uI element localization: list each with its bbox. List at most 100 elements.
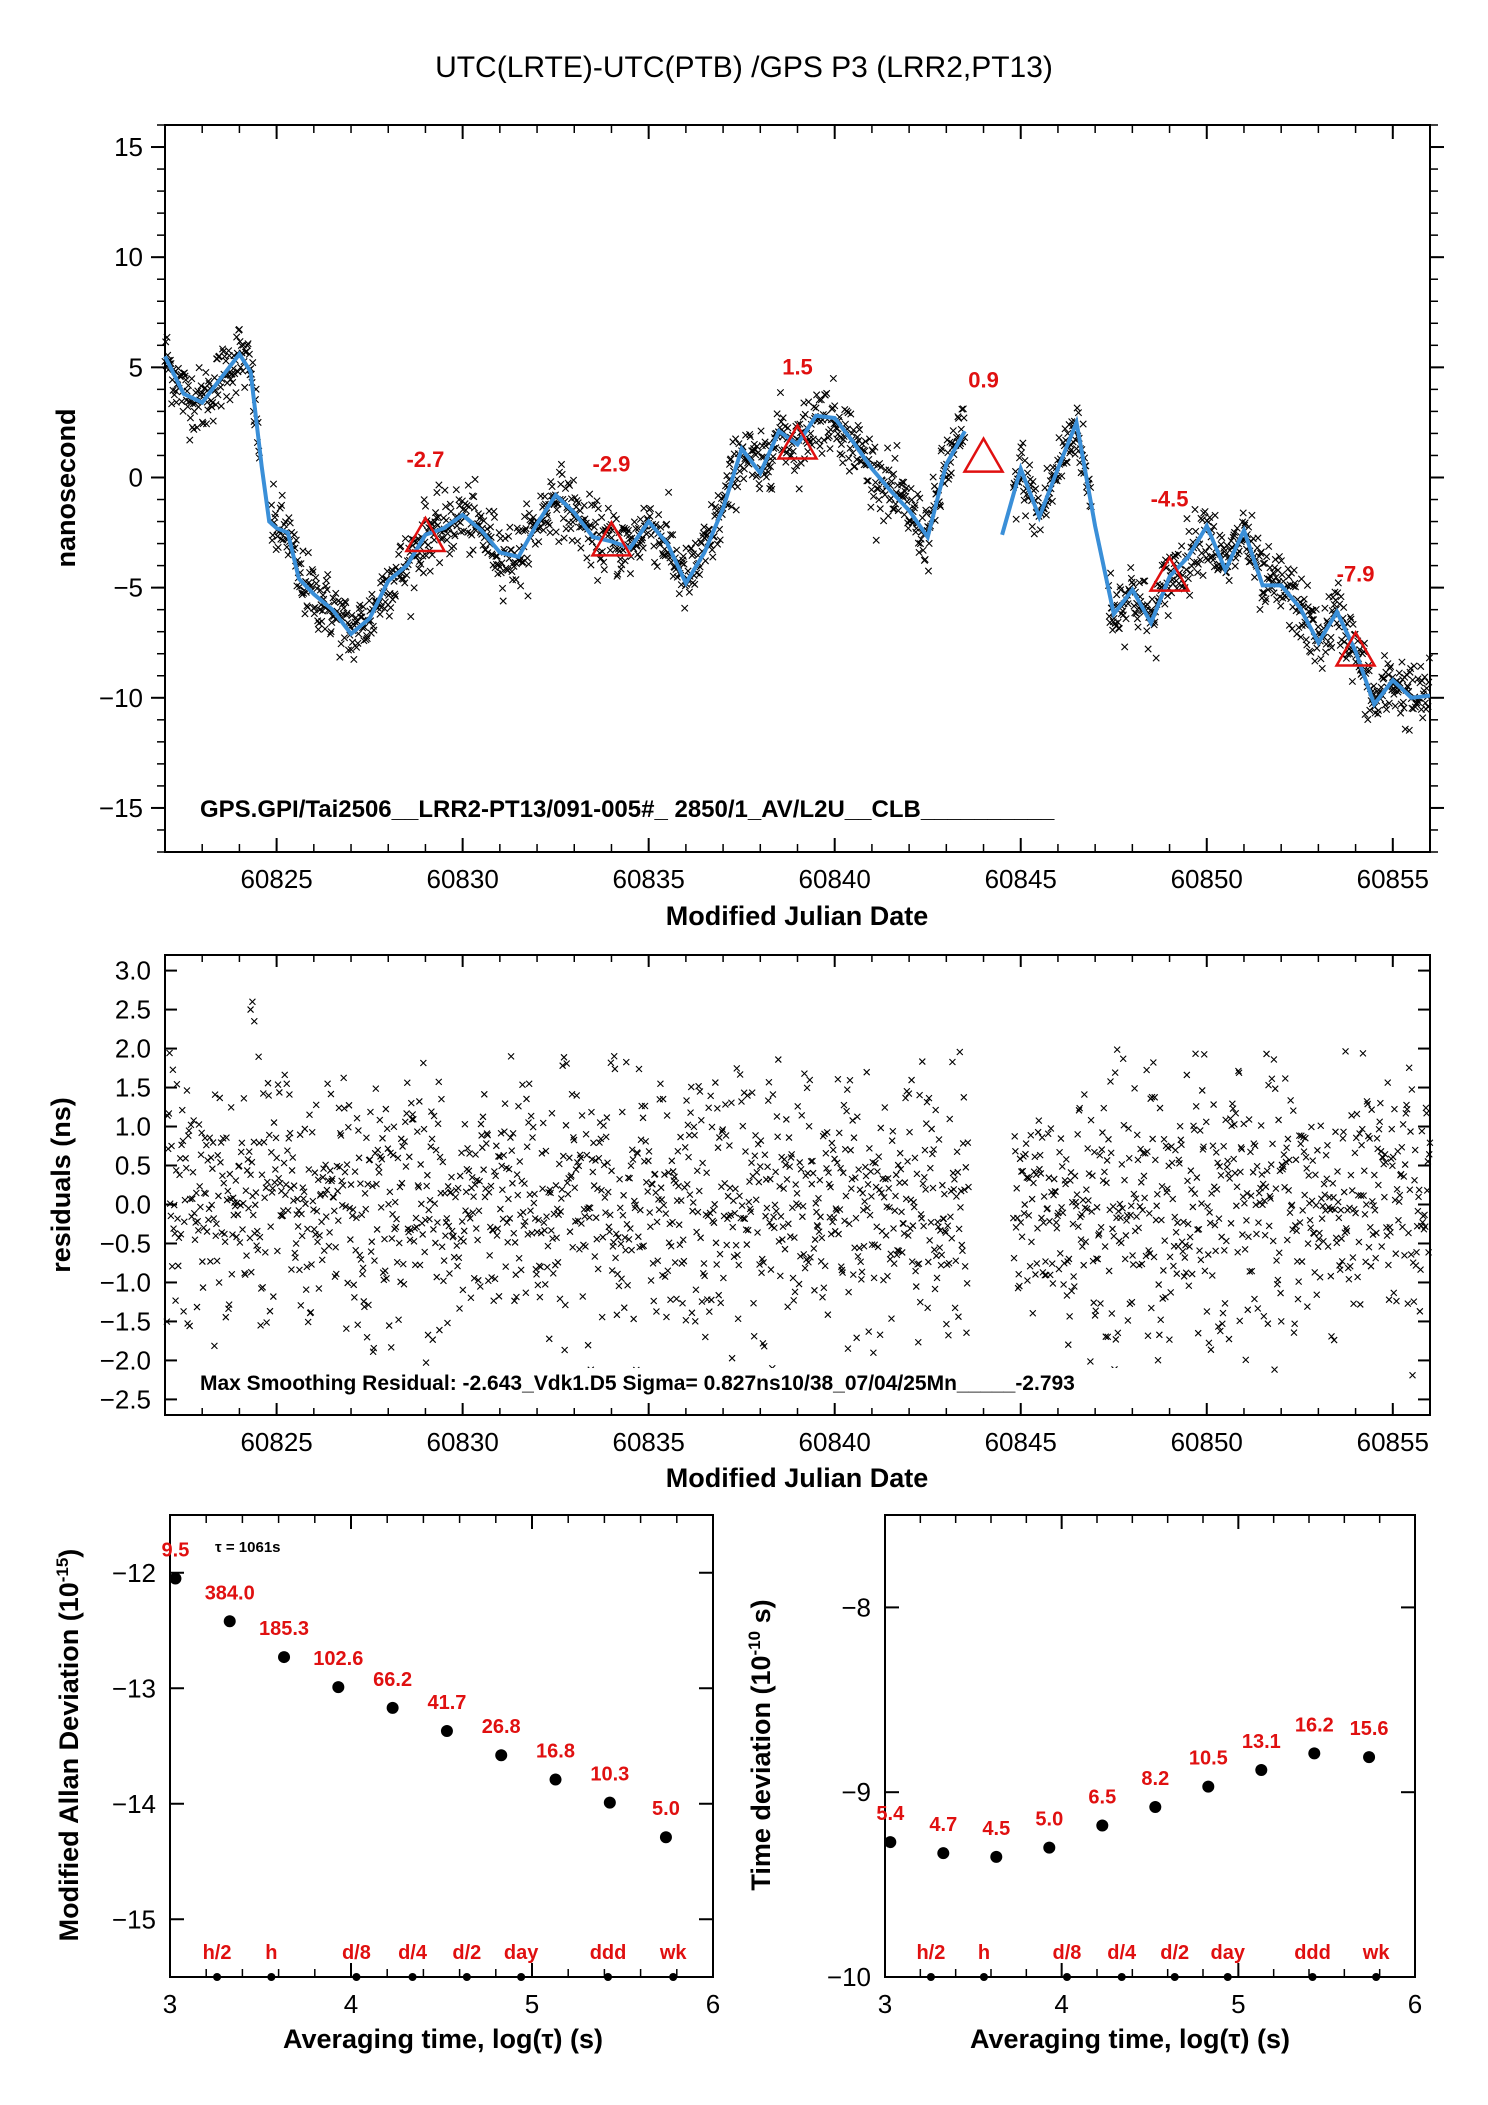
residual-point xyxy=(361,1189,369,1197)
residual-point xyxy=(503,1219,511,1226)
data-point xyxy=(900,478,908,486)
residual-point xyxy=(871,1241,879,1249)
residual-point xyxy=(713,1261,721,1268)
residual-point xyxy=(315,1285,323,1292)
data-point xyxy=(587,561,595,569)
residual-point xyxy=(1395,1216,1402,1224)
residual-point xyxy=(938,1181,946,1189)
residual-point xyxy=(1214,1323,1222,1330)
residual-point xyxy=(538,1149,546,1157)
residual-point xyxy=(874,1243,882,1251)
residual-point xyxy=(1211,1221,1219,1229)
residual-point xyxy=(334,1217,342,1225)
data-point xyxy=(1227,537,1235,545)
data-point xyxy=(832,424,840,432)
residual-point xyxy=(1407,1128,1414,1135)
data-point xyxy=(446,550,454,558)
residual-point xyxy=(282,1181,290,1189)
residual-point xyxy=(607,1059,615,1067)
residual-point xyxy=(1044,1205,1051,1212)
data-point xyxy=(1331,588,1339,596)
residual-point xyxy=(1212,1149,1220,1156)
residual-point xyxy=(824,1311,832,1319)
residual-point xyxy=(257,1322,265,1329)
residual-point xyxy=(452,1193,459,1201)
data-point xyxy=(243,341,251,350)
residual-point xyxy=(504,1238,512,1246)
residual-point xyxy=(1162,1293,1169,1301)
residual-point xyxy=(342,1325,350,1333)
residual-point xyxy=(170,1225,177,1233)
residual-point xyxy=(1424,1158,1432,1165)
data-point xyxy=(713,540,722,548)
residual-point xyxy=(428,1135,436,1143)
data-point xyxy=(1107,569,1115,577)
residual-point xyxy=(1157,1216,1165,1224)
residual-point xyxy=(310,1206,317,1214)
data-point xyxy=(600,566,608,574)
residual-point xyxy=(679,1236,687,1244)
data-point xyxy=(1306,611,1314,619)
residual-point xyxy=(1099,1129,1106,1136)
residual-point xyxy=(1021,1201,1029,1208)
residual-point xyxy=(304,1225,311,1233)
residual-point xyxy=(535,1216,542,1224)
residual-point xyxy=(920,1173,928,1181)
residual-point xyxy=(805,1122,813,1130)
residual-point xyxy=(304,1318,312,1326)
residual-point xyxy=(1180,1218,1187,1226)
residual-point xyxy=(930,1146,938,1153)
data-point xyxy=(327,628,335,636)
residual-point xyxy=(1306,1216,1314,1224)
data-point xyxy=(395,550,403,558)
data-point xyxy=(1043,464,1051,472)
residual-point xyxy=(376,1116,384,1124)
residual-point xyxy=(436,1153,444,1161)
data-point xyxy=(1231,562,1239,570)
residual-point xyxy=(744,1092,751,1099)
data-point xyxy=(545,521,553,529)
data-point xyxy=(650,542,658,550)
y-tick-label: 1.5 xyxy=(115,1073,151,1103)
residual-point xyxy=(436,1326,443,1334)
residual-point xyxy=(189,1168,197,1176)
residual-point xyxy=(541,1280,549,1288)
residual-point xyxy=(1208,1190,1215,1197)
residual-point xyxy=(243,1167,251,1174)
residual-point xyxy=(1416,1307,1424,1315)
residual-point xyxy=(600,1122,607,1130)
residual-point xyxy=(697,1116,705,1124)
data-point xyxy=(917,535,925,543)
residual-point xyxy=(1119,1204,1126,1212)
residual-point xyxy=(1196,1247,1203,1255)
residual-point xyxy=(677,1197,685,1204)
residual-point xyxy=(926,1164,934,1172)
residual-point xyxy=(216,1094,224,1102)
residual-point xyxy=(415,1183,423,1191)
residual-point xyxy=(726,1142,733,1149)
residual-point xyxy=(1187,1167,1195,1175)
residual-point xyxy=(1011,1132,1019,1140)
data-point xyxy=(525,560,533,568)
residual-point xyxy=(1134,1156,1142,1164)
data-point xyxy=(299,547,307,555)
residual-point xyxy=(853,1113,861,1121)
residual-point xyxy=(286,1091,293,1098)
residual-point xyxy=(389,1210,396,1218)
data-point xyxy=(326,630,335,638)
data-point xyxy=(636,553,644,561)
data-point xyxy=(1105,612,1113,620)
x-tick-label: 60830 xyxy=(426,1427,498,1457)
residual-point xyxy=(1374,1145,1382,1153)
residual-point xyxy=(338,1177,346,1185)
data-point xyxy=(370,626,378,634)
residual-point xyxy=(640,1242,648,1250)
data-point xyxy=(727,455,735,463)
data-point xyxy=(495,529,503,537)
data-point xyxy=(586,490,594,498)
stability-point xyxy=(495,1749,508,1762)
data-point xyxy=(1230,528,1239,536)
residual-point xyxy=(1188,1186,1195,1193)
residual-point xyxy=(267,1148,275,1156)
residual-point xyxy=(474,1236,481,1244)
